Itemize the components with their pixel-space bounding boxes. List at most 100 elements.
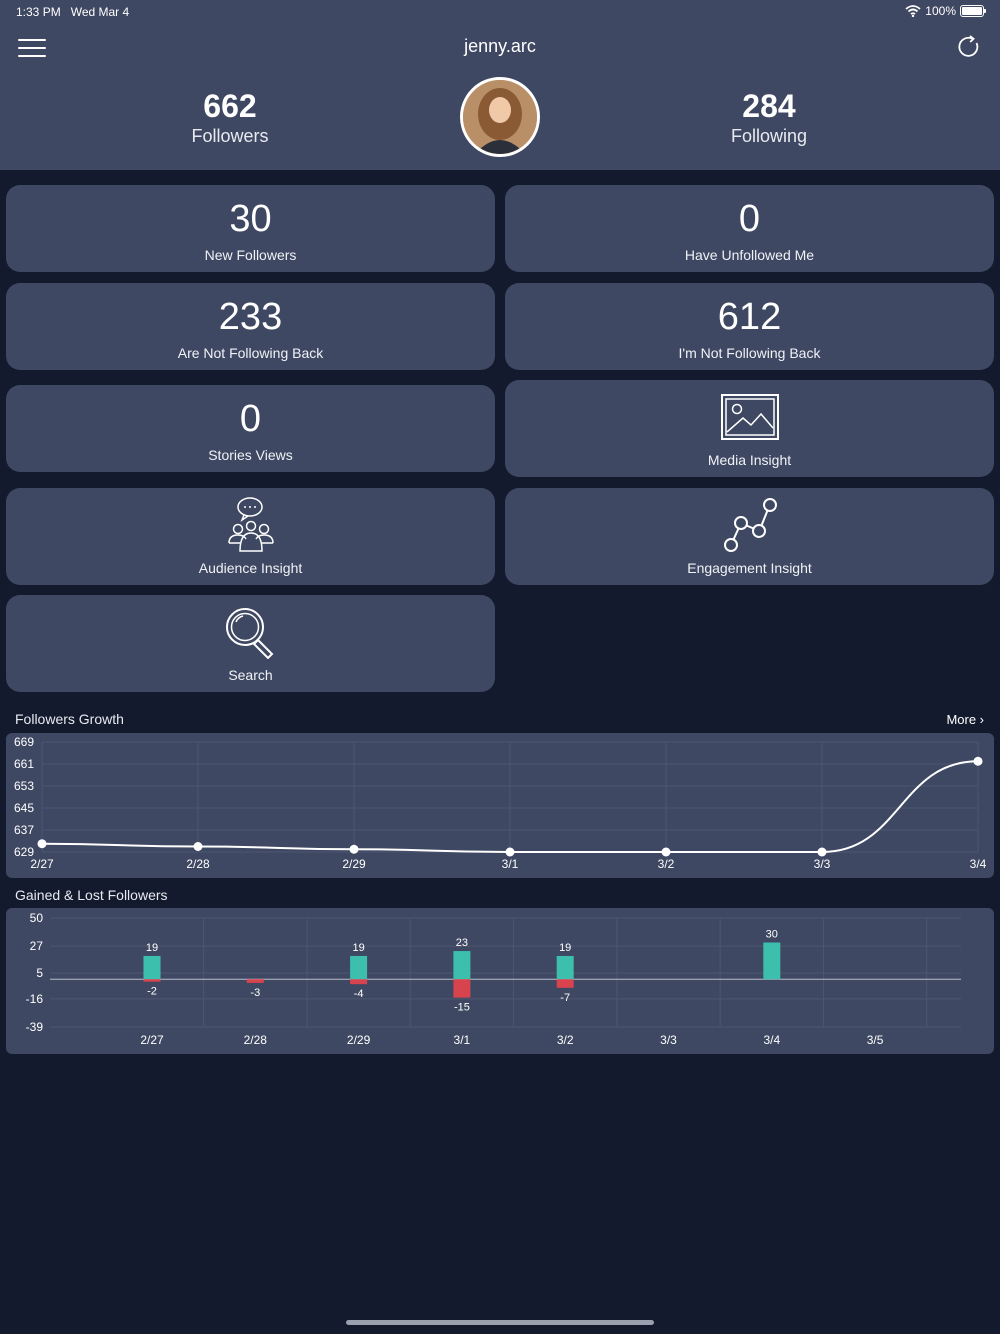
bar-data-label: -7 (560, 992, 570, 1004)
status-indicators: 100% (905, 4, 986, 18)
bars-x-tick: 2/29 (347, 1033, 371, 1047)
gained-lost-svg: 50 27 5 -16 -39 2/27 2/28 2/29 3/1 3/2 3/3 3/4 3/5 19… (26, 911, 961, 1047)
media-insight-icon-wrap (505, 388, 994, 446)
growth-x-tick: 3/2 (658, 857, 675, 871)
im-not-following-back-card[interactable]: 612 I'm Not Following Back (505, 283, 994, 370)
bars-x-tick: 3/5 (867, 1033, 884, 1047)
growth-point (661, 847, 671, 857)
im-not-following-back-count: 612 (717, 296, 782, 338)
followers-growth-title: Followers Growth (15, 711, 124, 727)
bar-data-label: 19 (352, 942, 364, 954)
following-count: 284 (742, 88, 796, 124)
bars-x-tick: 2/28 (244, 1033, 268, 1047)
growth-point (349, 844, 359, 854)
bar-data-label: -3 (250, 987, 260, 999)
bar-data-label: 19 (146, 942, 158, 954)
search-icon (225, 608, 273, 659)
menu-icon-bar (18, 47, 46, 49)
refresh-icon[interactable] (956, 34, 982, 60)
im-not-following-back-label: I'm Not Following Back (678, 345, 821, 361)
engagement-insight-card[interactable]: Engagement Insight (505, 488, 994, 585)
bar-data-label: -15 (454, 1002, 470, 1014)
gained-lost-title: Gained & Lost Followers (15, 887, 168, 903)
avatar[interactable] (460, 77, 540, 157)
lost-bar (143, 979, 161, 982)
bar-data-label: -2 (147, 986, 157, 998)
not-following-back-card[interactable]: 233 Are Not Following Back (6, 283, 495, 370)
growth-y-tick: 669 (14, 735, 34, 749)
graph-icon (723, 498, 777, 552)
audience-insight-icon-wrap (6, 496, 495, 554)
media-insight-label: Media Insight (707, 452, 792, 468)
new-followers-count: 30 (229, 198, 272, 240)
home-indicator[interactable] (346, 1320, 654, 1325)
media-insight-card[interactable]: Media Insight (505, 380, 994, 477)
growth-point (37, 839, 47, 849)
lost-bar (556, 979, 574, 988)
engagement-insight-label: Engagement Insight (687, 560, 812, 576)
growth-point (973, 756, 983, 766)
battery-icon (960, 5, 986, 17)
lost-bar (453, 979, 471, 998)
avatar-image (463, 80, 537, 154)
menu-button[interactable] (18, 36, 46, 60)
unfollowed-label: Have Unfollowed Me (684, 247, 815, 263)
more-link[interactable]: More › (946, 712, 984, 727)
unfollowed-card[interactable]: 0 Have Unfollowed Me (505, 185, 994, 272)
following-stat[interactable]: 284 Following (669, 88, 869, 148)
bars-x-tick: 3/1 (454, 1033, 471, 1047)
gained-bar (763, 942, 781, 980)
followers-label: Followers (191, 126, 269, 146)
not-following-back-count: 233 (218, 296, 283, 338)
audience-insight-card[interactable]: Audience Insight (6, 488, 495, 585)
bars-y-tick: -39 (26, 1020, 44, 1034)
gained-bar (556, 955, 574, 980)
search-label: Search (228, 667, 273, 683)
growth-x-tick: 3/1 (502, 857, 519, 871)
followers-count: 662 (203, 88, 257, 124)
unfollowed-count: 0 (738, 198, 761, 240)
bars-x-tick: 3/2 (557, 1033, 574, 1047)
menu-icon-bar (18, 55, 46, 57)
bar-data-label: 19 (559, 942, 571, 954)
image-icon (720, 394, 779, 440)
growth-y-tick: 637 (14, 823, 34, 837)
followers-stat[interactable]: 662 Followers (130, 88, 330, 148)
stories-views-count: 0 (239, 398, 262, 440)
lost-bar (246, 979, 264, 983)
engagement-insight-icon-wrap (505, 496, 994, 554)
gained-bar (143, 955, 161, 980)
growth-y-tick: 629 (14, 845, 34, 859)
stories-views-card[interactable]: 0 Stories Views (6, 385, 495, 472)
battery-percent: 100% (925, 4, 956, 18)
not-following-back-label: Are Not Following Back (177, 345, 324, 361)
growth-point (505, 847, 515, 857)
audience-icon (227, 497, 274, 552)
gained-lost-chart: 50 27 5 -16 -39 2/27 2/28 2/29 3/1 3/2 3/3 3/4 3/5 19… (6, 908, 994, 1054)
bars-x-tick: 3/3 (660, 1033, 677, 1047)
username-title: jenny.arc (464, 36, 536, 56)
bars-y-tick: 27 (30, 939, 44, 953)
menu-icon-bar (18, 39, 46, 41)
following-label: Following (730, 126, 808, 146)
lost-bar (350, 979, 368, 985)
growth-point (193, 842, 203, 851)
growth-x-tick: 2/29 (342, 857, 366, 871)
growth-y-tick: 661 (14, 757, 34, 771)
growth-x-tick: 2/27 (30, 857, 54, 871)
status-time: 1:33 PM Wed Mar 4 (16, 5, 129, 19)
bars-y-tick: 5 (36, 966, 43, 980)
audience-insight-label: Audience Insight (198, 560, 303, 576)
new-followers-card[interactable]: 30 New Followers (6, 185, 495, 272)
bar-data-label: -4 (354, 988, 364, 1000)
growth-y-tick: 645 (14, 801, 34, 815)
growth-point (817, 847, 827, 857)
search-card[interactable]: Search (6, 595, 495, 692)
bars-x-tick: 2/27 (140, 1033, 164, 1047)
growth-x-tick: 3/4 (970, 857, 987, 871)
search-icon-wrap (6, 603, 495, 661)
bars-y-tick: -16 (26, 992, 44, 1006)
growth-x-tick: 3/3 (814, 857, 831, 871)
growth-x-tick: 2/28 (186, 857, 210, 871)
